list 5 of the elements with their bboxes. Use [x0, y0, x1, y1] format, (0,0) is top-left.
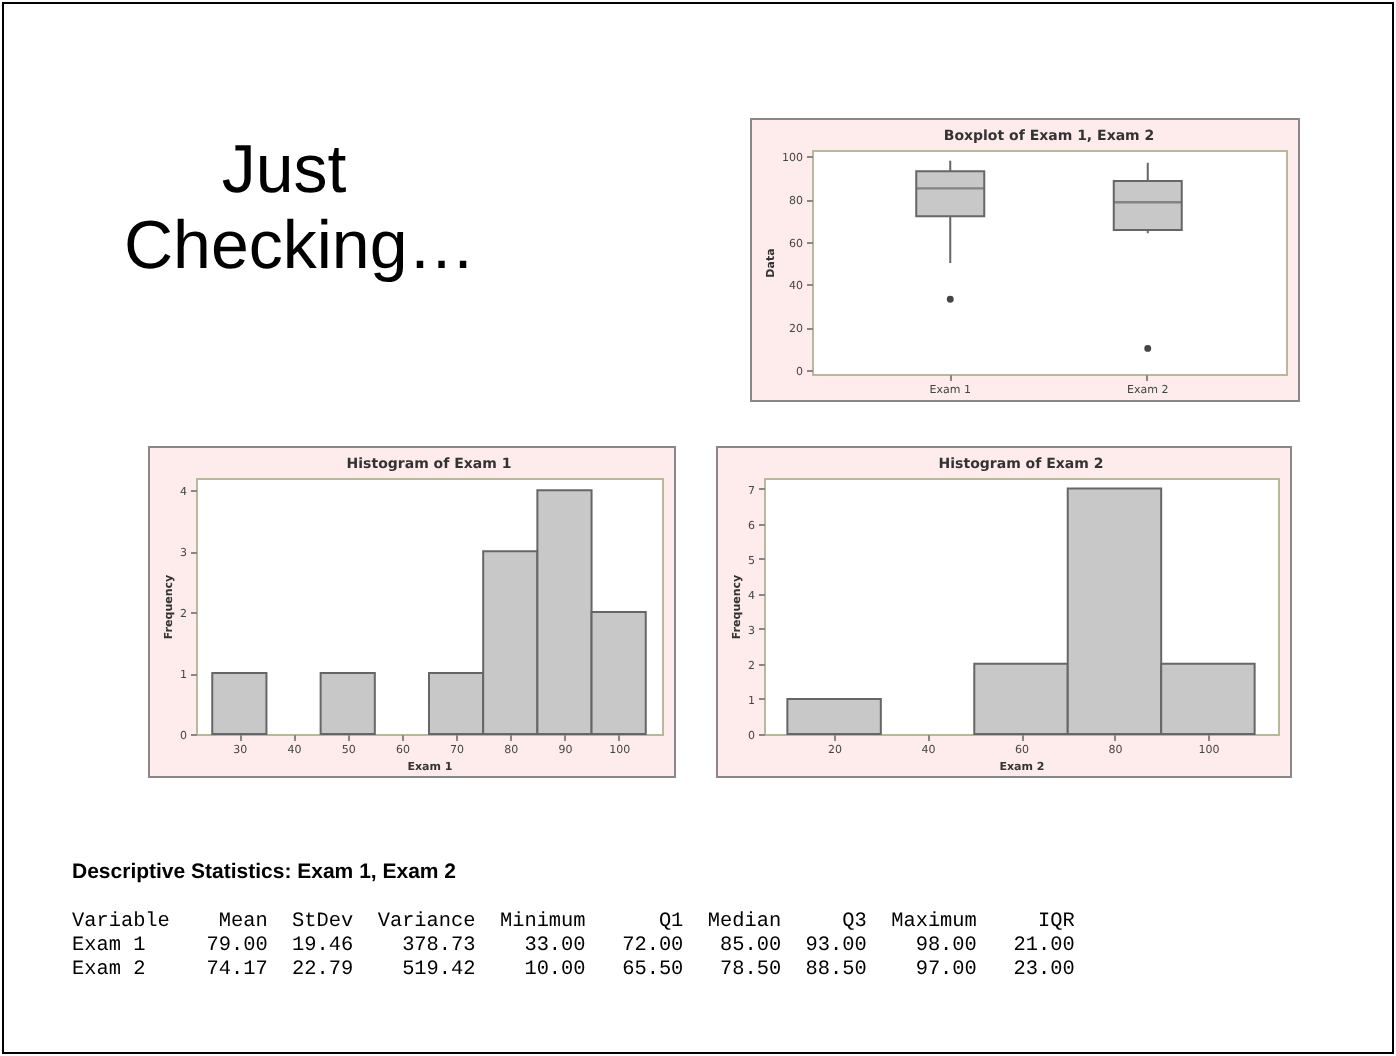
text: Descriptive Statistics: Exam 1, Exam 2	[72, 860, 459, 884]
text: Just Checking…	[124, 132, 476, 284]
text: Variable Mean StDev Variance Minimum Q1 Median Q3 Maximum IQR	[72, 912, 1077, 936]
text: Exam 1 79.00 19.46 378.73 33.00 72.00 85.00 93.00 98.00 21.00	[72, 936, 1077, 960]
text: Exam 2 74.17 22.79 519.42 10.00 65.50 78.50 88.50 97.00 23.00	[72, 960, 1077, 984]
